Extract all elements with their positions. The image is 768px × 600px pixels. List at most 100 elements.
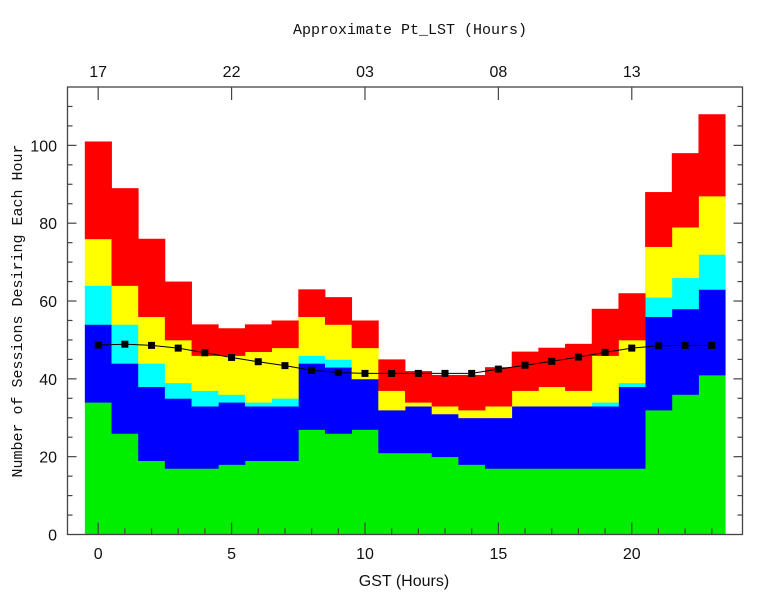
- top-tick-label: 13: [623, 64, 641, 81]
- line-marker-21: [654, 342, 662, 350]
- top-tick-label: 08: [489, 64, 507, 81]
- bar-segment-s0-1: [111, 433, 139, 535]
- line-marker-15: [494, 365, 502, 373]
- line-marker-16: [521, 361, 529, 369]
- bar-segment-s0-7: [271, 460, 299, 535]
- bar-segment-s0-9: [324, 433, 353, 535]
- top-tick-label: 17: [89, 64, 107, 81]
- bar-segment-s4-1: [111, 188, 139, 286]
- bar-segment-s0-14: [458, 464, 486, 535]
- bar-segment-s4-14: [458, 374, 486, 411]
- bar-segment-s0-18: [565, 468, 593, 535]
- bar-segment-s3-0: [84, 238, 112, 286]
- line-marker-12: [414, 369, 422, 377]
- bar-segment-s1-12: [405, 406, 433, 454]
- bar-segment-s1-1: [111, 363, 139, 434]
- tick-labels: 17 22 03 08 13 0 5 10 15 20 0 20 40 60 80 100: [30, 64, 640, 563]
- line-marker-10: [361, 369, 369, 377]
- top-tick-label: 03: [356, 64, 374, 81]
- bar-segment-s3-14: [458, 409, 486, 419]
- bar-segment-s1-8: [298, 363, 326, 430]
- line-marker-2: [148, 341, 156, 349]
- bar-segment-s1-6: [244, 406, 273, 461]
- bar-segment-s1-11: [378, 409, 406, 454]
- line-marker-7: [281, 362, 289, 370]
- bar-segment-s1-14: [458, 417, 486, 465]
- top-axis-title: Approximate Pt_LST (Hours): [293, 22, 527, 39]
- bar-segment-s0-19: [591, 468, 619, 535]
- bar-segment-s4-23: [698, 114, 726, 197]
- bars-layer: [84, 114, 726, 535]
- y-tick-label: 0: [48, 528, 57, 545]
- line-marker-11: [388, 369, 396, 377]
- line-marker-5: [228, 353, 236, 361]
- bar-segment-s0-11: [378, 452, 406, 535]
- y-tick-label: 20: [39, 450, 57, 467]
- bar-segment-s3-7: [271, 347, 299, 399]
- bar-segment-s0-8: [298, 429, 326, 535]
- bar-segment-s3-12: [405, 402, 433, 407]
- bar-segment-s4-21: [645, 192, 673, 247]
- bar-segment-s0-22: [671, 394, 699, 535]
- bar-segment-s0-3: [164, 468, 192, 535]
- bar-segment-s0-10: [351, 429, 379, 535]
- bar-segment-s4-7: [271, 320, 299, 349]
- bar-segment-s4-6: [244, 324, 273, 353]
- x-tick-label: 0: [94, 546, 103, 563]
- bar-segment-s0-17: [538, 468, 566, 535]
- line-marker-0: [94, 341, 102, 349]
- bar-segment-s1-4: [191, 406, 219, 469]
- bar-segment-s0-0: [84, 402, 112, 535]
- bar-segment-s2-8: [298, 355, 326, 364]
- y-axis-title: Number of Sessions Desiring Each Hour: [10, 144, 27, 477]
- line-marker-1: [121, 340, 129, 348]
- bar-segment-s4-9: [324, 297, 353, 325]
- line-marker-23: [708, 341, 716, 349]
- bar-segment-s3-13: [431, 406, 459, 415]
- bar-segment-s3-4: [191, 355, 219, 391]
- bar-segment-s1-19: [591, 406, 619, 469]
- x-tick-label: 5: [227, 546, 236, 563]
- bar-segment-s3-1: [111, 285, 139, 325]
- line-marker-18: [574, 353, 582, 361]
- bar-segment-s2-6: [244, 402, 273, 407]
- bar-segment-s1-13: [431, 413, 459, 458]
- line-marker-20: [628, 344, 636, 352]
- bar-segment-s4-16: [511, 351, 539, 391]
- bar-segment-s1-5: [218, 402, 246, 465]
- bar-segment-s4-22: [671, 153, 699, 228]
- bar-segment-s3-8: [298, 316, 326, 356]
- x-tick-label: 15: [489, 546, 507, 563]
- bar-segment-s1-16: [511, 406, 539, 469]
- bar-segment-s2-9: [324, 359, 353, 368]
- bar-segment-s3-19: [591, 355, 619, 403]
- line-marker-22: [681, 341, 689, 349]
- bar-segment-s0-6: [244, 460, 273, 535]
- bar-segment-s1-10: [351, 378, 379, 430]
- line-marker-19: [601, 348, 609, 356]
- bar-segment-s4-5: [218, 328, 246, 356]
- y-tick-label: 80: [39, 216, 57, 233]
- bar-segment-s4-15: [485, 367, 513, 407]
- bar-segment-s0-23: [698, 374, 726, 535]
- line-marker-17: [548, 357, 556, 365]
- bar-segment-s1-20: [618, 386, 646, 469]
- line-marker-4: [201, 349, 209, 357]
- bar-segment-s4-0: [84, 141, 112, 240]
- plot-frame: [66, 86, 744, 536]
- bar-segment-s4-20: [618, 293, 646, 341]
- bar-segment-s3-11: [378, 390, 406, 411]
- bar-segment-s3-18: [565, 390, 593, 407]
- bar-segment-s3-23: [698, 195, 726, 255]
- line-marker-8: [308, 366, 316, 374]
- line-marker-13: [441, 369, 449, 377]
- bar-segment-s0-4: [191, 468, 219, 535]
- bar-segment-s0-12: [405, 452, 433, 535]
- bar-segment-s0-2: [138, 460, 166, 535]
- bar-segment-s2-2: [138, 363, 166, 388]
- bar-segment-s4-10: [351, 320, 379, 349]
- bar-segment-s1-0: [84, 324, 112, 403]
- bar-segment-s3-9: [324, 324, 353, 360]
- line-marker-14: [468, 369, 476, 377]
